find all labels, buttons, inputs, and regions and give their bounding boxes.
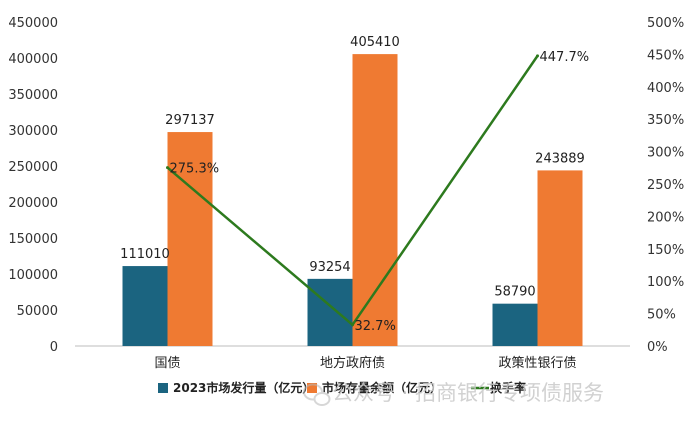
- line-data-label: 32.7%: [355, 319, 396, 334]
- bar-issuance: [122, 266, 168, 346]
- y-left-tick-label: 250000: [8, 160, 58, 175]
- bar-data-label: 243889: [535, 151, 585, 166]
- bar-data-label: 58790: [494, 285, 535, 300]
- y-right-tick-label: 500%: [647, 16, 684, 31]
- data-labels: 111010 93254 58790 297137 405410 243889 275.3%…: [120, 35, 589, 334]
- legend-label: 2023市场发行量（亿元）: [173, 380, 314, 395]
- turnover-point: [536, 54, 539, 58]
- wechat-icon: [303, 383, 331, 406]
- y-right-tick-label: 0%: [647, 340, 668, 355]
- y-right-tick-label: 100%: [647, 275, 684, 290]
- bar-outstanding: [167, 132, 213, 346]
- turnover-point: [351, 323, 354, 327]
- legend: 2023市场发行量（亿元） 市场存量余额（亿元） 换手率: [158, 380, 526, 395]
- y-left-tick-label: 50000: [17, 304, 58, 319]
- bar-issuance: [492, 303, 538, 346]
- y-right-tick-label: 450%: [647, 48, 684, 63]
- legend-swatch: [307, 383, 317, 393]
- x-category-label: 地方政府债: [320, 355, 385, 371]
- line-data-label: 275.3%: [170, 162, 220, 177]
- watermark-text: 公众号 · 招商银行专项债服务: [332, 381, 604, 405]
- y-left-tick-label: 0: [50, 340, 58, 355]
- y-left-tick-label: 350000: [8, 88, 58, 103]
- bar-outstanding: [352, 54, 398, 347]
- y-left-tick-label: 100000: [8, 268, 58, 283]
- x-category-label: 政策性银行债: [498, 355, 576, 371]
- y-right-tick-label: 50%: [647, 308, 676, 323]
- y-left-tick-label: 300000: [8, 124, 58, 139]
- bar-data-label: 297137: [165, 113, 215, 128]
- bar-data-label: 111010: [120, 247, 170, 262]
- y-left-tick-label: 200000: [8, 196, 58, 211]
- line-series: [166, 54, 539, 327]
- y-right-tick-label: 400%: [647, 81, 684, 96]
- legend-label: 换手率: [490, 380, 526, 395]
- y-right-tick-label: 150%: [647, 243, 684, 258]
- watermark: 公众号 · 招商银行专项债服务: [303, 381, 604, 406]
- y-right-tick-label: 250%: [647, 178, 684, 193]
- line-data-label: 447.7%: [540, 50, 590, 65]
- y-right-tick-label: 200%: [647, 210, 684, 225]
- y-left-tick-label: 400000: [8, 52, 58, 67]
- bar-issuance: [307, 278, 353, 346]
- y-right-tick-label: 300%: [647, 146, 684, 161]
- legend-label: 市场存量余额（亿元）: [322, 380, 442, 395]
- bar-data-label: 405410: [350, 35, 400, 50]
- bar-data-label: 93254: [309, 260, 350, 275]
- turnover-point: [166, 166, 169, 170]
- bars: [122, 54, 583, 347]
- x-category-label: 国债: [154, 356, 180, 371]
- bar-outstanding: [537, 170, 583, 346]
- y-left-tick-label: 450000: [8, 16, 58, 31]
- y-right-tick-label: 350%: [647, 113, 684, 128]
- axes: 0 50000 100000 150000 200000 250000 300000 3500…: [8, 16, 684, 371]
- legend-swatch: [158, 383, 168, 393]
- y-left-tick-label: 150000: [8, 232, 58, 247]
